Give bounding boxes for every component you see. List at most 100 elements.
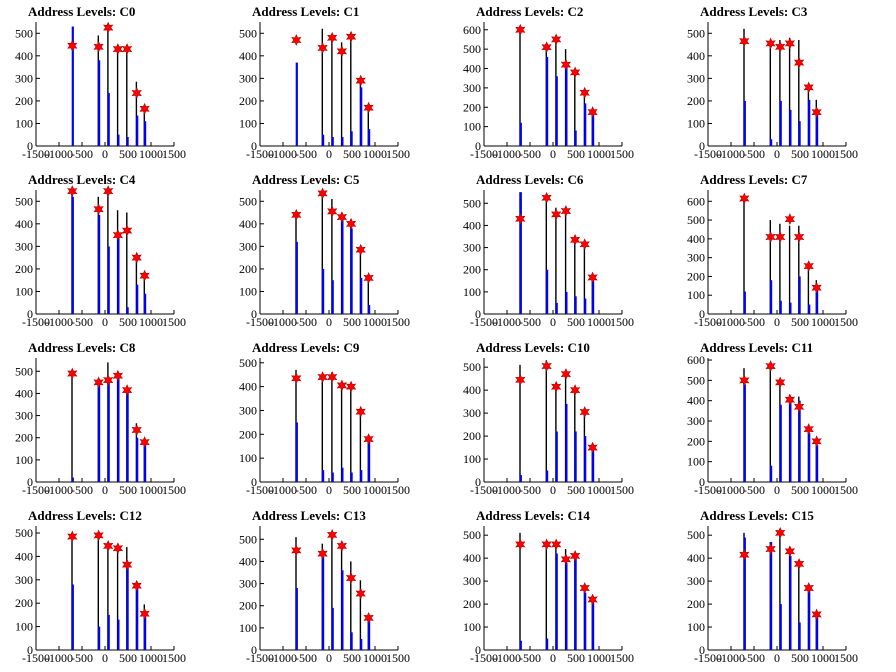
black-bar <box>107 542 109 650</box>
x-tick-label: 1000 <box>811 315 835 329</box>
x-tick-label: 1500 <box>834 147 858 161</box>
y-tick-label: 100 <box>687 620 705 634</box>
blue-bar <box>71 584 74 650</box>
star-marker <box>291 34 302 46</box>
blue-bar <box>584 592 587 650</box>
x-tick-label: -500 <box>295 147 317 161</box>
blue-bar <box>779 404 782 482</box>
star-marker <box>93 40 104 53</box>
black-bar <box>798 225 800 314</box>
x-tick-label: 1500 <box>386 483 410 497</box>
x-tick-label: -1500 <box>246 651 274 665</box>
star-marker <box>355 243 366 256</box>
blue-bar <box>743 537 746 650</box>
blue-bar <box>555 553 558 650</box>
blue-bar <box>126 137 129 146</box>
black-bar <box>359 410 362 482</box>
blue-bar <box>574 296 577 314</box>
star-marker <box>336 539 348 552</box>
x-tick-label: 500 <box>343 315 361 329</box>
y-tick-label: 0 <box>251 643 257 657</box>
y-tick-label: 300 <box>463 406 481 420</box>
y-tick-label: 200 <box>15 94 33 108</box>
black-bar <box>350 40 352 146</box>
star-marker <box>139 607 150 620</box>
star-marker <box>739 374 750 387</box>
black-bar <box>564 207 567 314</box>
y-tick-label: 0 <box>251 307 257 321</box>
y-tick-label: 500 <box>239 356 257 370</box>
x-tick-label: -500 <box>743 147 765 161</box>
star-marker <box>811 608 822 621</box>
blue-bar <box>555 431 558 482</box>
x-tick-label: -500 <box>519 147 541 161</box>
y-tick-label: 400 <box>463 383 481 397</box>
star-marker <box>131 87 142 99</box>
y-tick-label: 0 <box>27 139 33 153</box>
x-tick-label: 1500 <box>610 315 634 329</box>
y-tick-label: 300 <box>15 71 33 85</box>
star-marker <box>336 211 348 224</box>
blue-bar <box>743 291 746 314</box>
blue-bar <box>98 60 101 146</box>
x-tick-label: 1500 <box>834 315 858 329</box>
star-marker <box>103 21 114 34</box>
x-tick-label: 1000 <box>811 147 835 161</box>
star-marker <box>541 41 552 54</box>
star-marker <box>775 40 786 53</box>
x-tick-label: 500 <box>567 483 585 497</box>
x-tick-label: 0 <box>550 147 556 161</box>
black-bar <box>367 276 369 314</box>
black-bar <box>743 197 745 314</box>
y-tick-label: 100 <box>463 620 481 634</box>
blue-bar <box>350 632 353 650</box>
x-tick-label: 500 <box>119 651 137 665</box>
y-tick-label: 300 <box>239 577 257 591</box>
x-tick-label: 500 <box>119 315 137 329</box>
star-marker <box>345 572 357 584</box>
blue-bar <box>368 619 371 650</box>
y-tick-label: 100 <box>239 621 257 635</box>
blue-bar <box>789 302 792 314</box>
x-tick-label: 0 <box>550 483 556 497</box>
y-tick-label: 0 <box>27 643 33 657</box>
black-bar <box>798 40 800 146</box>
x-tick-label: -500 <box>743 483 765 497</box>
y-tick-label: 100 <box>15 620 33 634</box>
star-marker <box>345 30 357 43</box>
blue-bar <box>322 470 325 482</box>
x-tick-label: 500 <box>567 147 585 161</box>
y-tick-label: 200 <box>687 597 705 611</box>
blue-bar <box>546 638 549 650</box>
star-marker <box>121 384 133 397</box>
blue-bar <box>519 192 522 314</box>
star-marker <box>579 238 590 251</box>
panel-title: Address Levels: C9 <box>252 340 360 355</box>
blue-bar <box>789 555 792 650</box>
y-tick-label: 400 <box>239 49 257 63</box>
blue-bar <box>117 619 120 650</box>
x-tick-label: -500 <box>519 315 541 329</box>
chart-panel-c0: Address Levels: C00100200300400500-1500-… <box>15 4 186 161</box>
panel-title: Address Levels: C7 <box>700 172 808 187</box>
star-marker <box>560 553 572 566</box>
x-tick-label: 1500 <box>386 315 410 329</box>
star-marker <box>541 360 552 372</box>
blue-bar <box>144 612 147 650</box>
star-marker <box>793 56 805 69</box>
panel-title: Address Levels: C1 <box>252 4 359 19</box>
y-tick-label: 0 <box>251 475 257 489</box>
star-marker <box>515 538 526 551</box>
star-marker <box>811 435 822 448</box>
star-marker <box>363 271 374 284</box>
blue-bar <box>816 287 819 314</box>
x-tick-label: -500 <box>71 147 93 161</box>
y-tick-label: 200 <box>239 599 257 613</box>
star-marker <box>121 558 133 571</box>
x-tick-label: 500 <box>343 483 361 497</box>
blue-bar <box>584 298 587 314</box>
star-marker <box>803 582 814 594</box>
blue-bar <box>519 122 522 147</box>
blue-bar <box>144 293 147 314</box>
black-bar <box>743 28 745 146</box>
